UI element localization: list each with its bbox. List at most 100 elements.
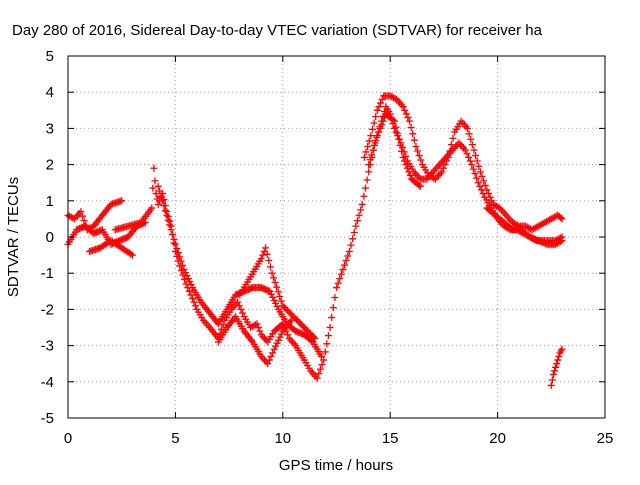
data-point bbox=[262, 244, 270, 252]
data-point bbox=[370, 119, 378, 127]
data-point bbox=[449, 134, 457, 142]
data-point bbox=[309, 333, 317, 341]
x-tick-label: 5 bbox=[171, 430, 179, 447]
axes: 0 5 10 15 20 25 -5 -4 -3 -2 -1 0 1 2 3 4 5 bbox=[41, 48, 614, 447]
data-point bbox=[350, 228, 358, 236]
data-point bbox=[291, 314, 299, 322]
series-sat-a bbox=[64, 197, 126, 234]
data-point bbox=[118, 197, 126, 205]
data-point bbox=[409, 130, 417, 138]
data-point bbox=[275, 336, 283, 344]
data-point bbox=[378, 121, 386, 129]
data-point bbox=[156, 187, 164, 195]
data-point bbox=[481, 181, 489, 189]
data-point bbox=[272, 299, 280, 307]
data-point bbox=[373, 106, 381, 114]
grid bbox=[68, 56, 605, 418]
data-point bbox=[438, 168, 446, 176]
data-point bbox=[267, 290, 275, 298]
data-point bbox=[410, 136, 418, 144]
data-point bbox=[180, 266, 188, 274]
data-point bbox=[187, 281, 195, 289]
y-tick-label: -1 bbox=[41, 265, 54, 282]
x-tick-label: 15 bbox=[382, 430, 399, 447]
data-point bbox=[363, 176, 371, 184]
data-point bbox=[77, 208, 85, 216]
data-point bbox=[181, 276, 189, 284]
data-point bbox=[308, 331, 316, 339]
data-point bbox=[372, 113, 380, 121]
data-point bbox=[399, 153, 407, 161]
data-point bbox=[430, 174, 438, 182]
series-sat-g bbox=[236, 244, 319, 342]
data-point bbox=[466, 157, 474, 165]
data-point bbox=[154, 200, 162, 208]
data-point bbox=[353, 217, 361, 225]
data-point bbox=[127, 250, 135, 258]
data-point bbox=[347, 241, 355, 249]
data-point bbox=[349, 235, 357, 243]
data-point bbox=[259, 251, 267, 259]
data-point bbox=[475, 162, 483, 170]
data-point bbox=[326, 324, 334, 331]
data-point bbox=[473, 157, 481, 165]
data-point bbox=[401, 106, 409, 114]
data-point bbox=[401, 157, 409, 165]
data-point bbox=[257, 255, 265, 263]
y-tick-label: 5 bbox=[46, 48, 54, 65]
data-point bbox=[468, 141, 476, 149]
data-point bbox=[279, 302, 287, 310]
data-point bbox=[293, 316, 301, 324]
data-point bbox=[234, 298, 242, 306]
data-point bbox=[333, 284, 340, 292]
data-point bbox=[361, 184, 369, 192]
data-point bbox=[414, 147, 422, 155]
data-point bbox=[302, 325, 310, 333]
data-point bbox=[183, 272, 191, 280]
chart-title: Day 280 of 2016, Sidereal Day-to-day VTE… bbox=[12, 22, 543, 39]
data-point bbox=[392, 123, 400, 131]
data-point bbox=[558, 215, 566, 223]
data-point bbox=[362, 148, 370, 156]
data-point bbox=[181, 269, 189, 277]
data-point bbox=[402, 110, 410, 118]
data-point bbox=[163, 211, 171, 219]
data-point bbox=[461, 146, 469, 154]
data-point bbox=[376, 124, 384, 132]
y-tick-label: 1 bbox=[46, 193, 54, 210]
data-point bbox=[365, 168, 373, 176]
x-tick-label: 20 bbox=[489, 430, 506, 447]
data-point bbox=[465, 153, 473, 161]
data-point bbox=[159, 197, 167, 205]
data-point bbox=[357, 206, 365, 214]
data-point bbox=[273, 339, 281, 347]
data-point bbox=[266, 263, 274, 271]
data-point bbox=[317, 352, 325, 360]
x-axis-label: GPS time / hours bbox=[279, 457, 393, 474]
y-tick-label: -2 bbox=[41, 301, 54, 318]
data-point bbox=[395, 135, 403, 143]
data-point bbox=[358, 200, 366, 208]
data-point bbox=[360, 153, 368, 161]
x-tick-label: 0 bbox=[64, 430, 72, 447]
data-point bbox=[476, 168, 484, 176]
data-point bbox=[484, 190, 492, 198]
data-point bbox=[488, 197, 496, 205]
data-point bbox=[296, 319, 304, 327]
data-point bbox=[483, 186, 491, 194]
data-point bbox=[446, 147, 454, 155]
data-point bbox=[464, 124, 472, 132]
y-tick-label: 4 bbox=[46, 84, 54, 101]
data-point bbox=[270, 274, 278, 282]
data-point bbox=[169, 231, 177, 239]
data-point bbox=[176, 253, 184, 261]
data-point bbox=[337, 270, 345, 278]
data-point bbox=[269, 293, 277, 301]
data-point bbox=[444, 153, 452, 161]
data-point bbox=[311, 334, 319, 342]
data-point bbox=[472, 152, 480, 160]
data-point bbox=[160, 196, 168, 204]
data-point bbox=[277, 330, 285, 338]
series-sat-h bbox=[360, 92, 566, 234]
data-point bbox=[189, 295, 197, 303]
